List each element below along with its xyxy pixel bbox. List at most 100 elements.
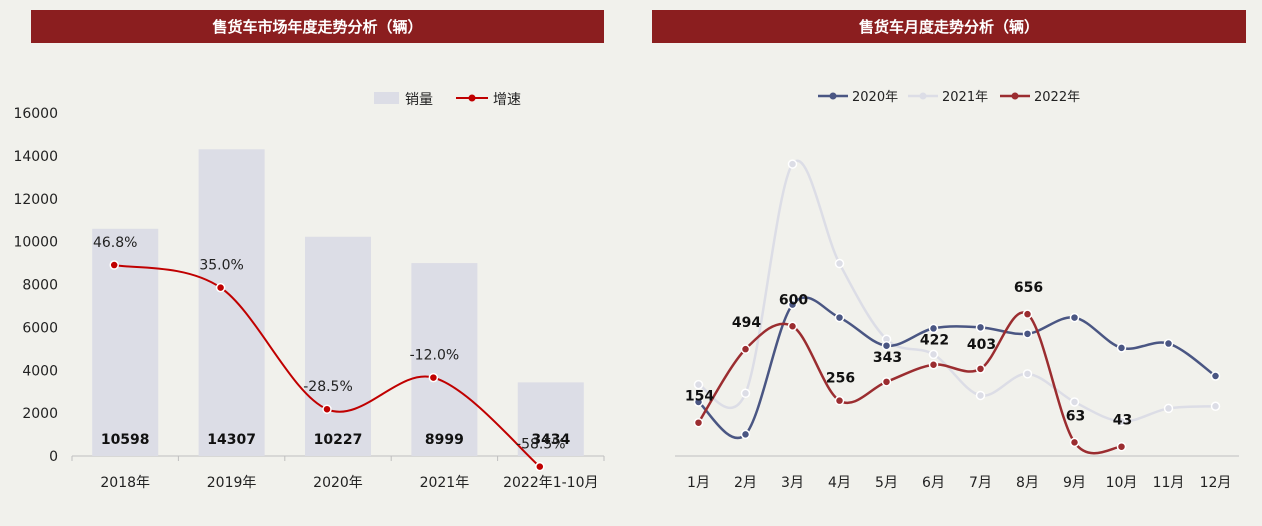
annual-chart: 0 2000 4000 6000 8000 10000 12000 14000 16000 105… [13, 92, 605, 491]
series-point-1 [1116, 416, 1127, 427]
series-point-1 [975, 390, 986, 401]
growth-label: 46.8% [93, 235, 137, 251]
series-point-1 [1163, 403, 1174, 414]
sales-bar [305, 236, 371, 456]
y-tick-label: 4000 [22, 363, 58, 379]
x-tick-label: 7月 [969, 475, 992, 491]
y-tick-label: 6000 [22, 320, 58, 336]
data-label-2022: 63 [1066, 408, 1085, 424]
data-label-2022: 403 [967, 337, 996, 353]
growth-point [215, 282, 226, 293]
y-tick-label: 8000 [22, 278, 58, 294]
data-label-2022: 600 [779, 292, 808, 308]
series-point-2 [1022, 309, 1033, 319]
legend-swatch-sales [374, 92, 399, 104]
x-tick-label: 6月 [922, 475, 945, 491]
series-point-1 [740, 388, 751, 399]
y-tick-label: 16000 [13, 106, 58, 122]
series-point-0 [975, 322, 986, 333]
sales-bar [411, 263, 478, 456]
x-tick-label: 1月 [687, 475, 710, 491]
bar-value-label: 3434 [531, 432, 570, 448]
series-point-0 [1163, 338, 1174, 349]
monthly-chart: 1月 2月 3月 4月 5月 6月 7月 8月 9月 10月 11月 12月 154 494 600 256 3… [675, 90, 1239, 491]
data-label-2022: 154 [685, 389, 714, 405]
growth-label: -12.0% [410, 348, 460, 364]
legend-label-1: 2021年 [942, 90, 988, 105]
growth-label: -28.5% [303, 379, 353, 395]
series-point-0 [881, 340, 892, 351]
series-line-0 [697, 296, 1217, 439]
series-point-0 [1069, 312, 1080, 323]
series-point-2 [1069, 437, 1080, 448]
growth-point [109, 260, 119, 270]
sales-bar [198, 149, 265, 456]
series-point-1 [1210, 401, 1221, 412]
series-point-2 [787, 321, 798, 331]
legend-label-growth: 增速 [493, 92, 521, 108]
sales-bar [92, 228, 159, 456]
x-tick-label: 5月 [875, 475, 898, 491]
growth-point [322, 404, 332, 414]
series-point-0 [787, 299, 798, 310]
bar-value-label: 10227 [314, 432, 363, 448]
monthly-chart-panel: 售货车月度走势分析（辆） 1月 2月 3月 4月 5月 6月 7月 8月 9月 10月 11月 12月… [636, 0, 1262, 526]
growth-label: -58.5% [516, 437, 566, 453]
bar-value-label: 8999 [425, 432, 464, 448]
x-tick-label: 3月 [781, 475, 804, 491]
series-point-2 [881, 377, 892, 387]
legend-label-2: 2022年 [1034, 90, 1080, 105]
series-point-1 [834, 258, 845, 269]
x-tick-label: 2021年 [420, 475, 470, 491]
bar-value-label: 14307 [207, 432, 256, 448]
data-label-2022: 656 [1014, 280, 1043, 296]
growth-point [535, 461, 545, 472]
annual-chart-title: 售货车市场年度走势分析（辆） [31, 10, 604, 43]
series-point-2 [1116, 441, 1127, 452]
x-tick-label: 2019年 [207, 475, 257, 491]
series-point-1 [1022, 369, 1033, 379]
x-tick-label: 8月 [1016, 475, 1039, 491]
series-point-2 [975, 364, 986, 374]
data-label-2022: 43 [1113, 413, 1132, 429]
series-point-0 [1210, 371, 1221, 381]
y-tick-label: 2000 [22, 406, 58, 422]
series-point-0 [693, 397, 704, 407]
series-line-1 [697, 159, 1216, 423]
x-tick-label: 2018年 [100, 475, 150, 491]
legend-marker-growth [468, 94, 476, 102]
x-tick-label: 2月 [734, 475, 757, 491]
bar-value-label: 10598 [101, 432, 150, 448]
series-point-1 [928, 349, 939, 360]
series-point-0 [740, 429, 751, 440]
y-tick-label: 0 [49, 449, 58, 465]
x-tick-label: 2020年 [313, 475, 363, 491]
data-label-2022: 494 [732, 315, 761, 331]
series-point-0 [1022, 329, 1033, 339]
data-label-2022: 343 [873, 350, 902, 366]
legend-marker-2 [1011, 92, 1019, 100]
legend-marker-1 [919, 92, 927, 100]
growth-point [428, 372, 439, 383]
series-point-0 [1116, 343, 1127, 353]
x-tick-label: 9月 [1063, 475, 1086, 491]
x-tick-label: 2022年1-10月 [503, 475, 598, 491]
series-point-0 [928, 323, 939, 334]
series-point-1 [787, 159, 798, 169]
legend-marker-0 [829, 92, 837, 100]
series-line-2 [697, 311, 1122, 455]
data-label-2022: 256 [826, 371, 855, 387]
sales-bar [517, 382, 584, 456]
series-point-1 [1069, 397, 1080, 407]
legend-label-0: 2020年 [852, 90, 898, 105]
series-point-2 [834, 395, 845, 406]
growth-label: 35.0% [199, 258, 243, 274]
x-tick-label: 12月 [1200, 475, 1232, 491]
series-point-0 [834, 312, 845, 323]
monthly-chart-title: 售货车月度走势分析（辆） [652, 10, 1246, 43]
series-point-2 [740, 344, 751, 354]
legend-label-sales: 销量 [405, 92, 433, 108]
y-tick-label: 10000 [13, 235, 58, 251]
annual-chart-panel: 售货车市场年度走势分析（辆） 0 2000 4000 6000 8000 10000 120… [0, 0, 626, 526]
x-tick-label: 11月 [1153, 475, 1185, 491]
